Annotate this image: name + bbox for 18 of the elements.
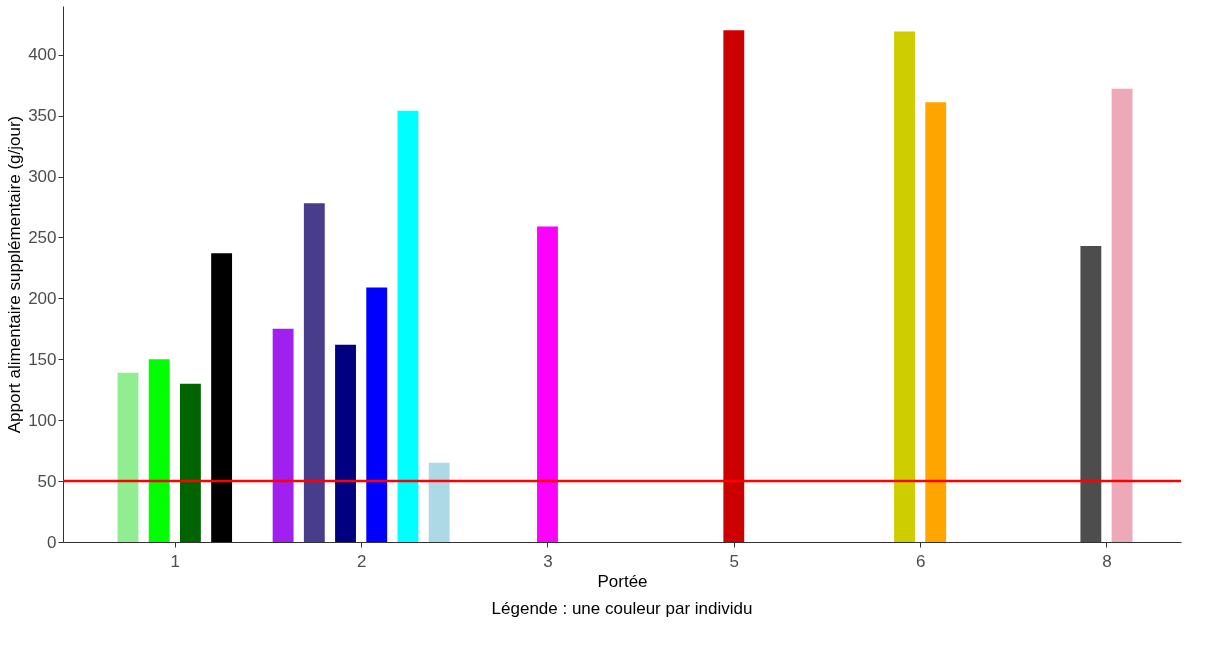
y-tick-label: 150 (28, 349, 57, 369)
x-tick-label: 5 (729, 551, 740, 571)
x-tick-label: 8 (1102, 551, 1112, 571)
y-tick-label: 200 (28, 288, 57, 308)
y-tick-label: 100 (28, 410, 57, 430)
x-tick-label: 6 (915, 551, 926, 571)
y-tick-label: 350 (28, 106, 57, 126)
y-tick-label: 300 (28, 167, 57, 187)
x-axis-title: Portée (597, 571, 648, 591)
x-tick-label: 3 (543, 551, 553, 571)
y-tick-label: 0 (47, 532, 57, 552)
y-tick-label: 50 (37, 471, 57, 491)
x-tick-label: 2 (356, 551, 367, 571)
text: Légende : une couleur par individu (491, 599, 753, 618)
y-tick-label: 250 (28, 227, 57, 247)
y-tick-label: 400 (28, 45, 57, 65)
y-axis-title: Apport alimentaire supplémentaire (g/jour) (5, 115, 25, 434)
x-tick-label: 1 (170, 551, 181, 571)
